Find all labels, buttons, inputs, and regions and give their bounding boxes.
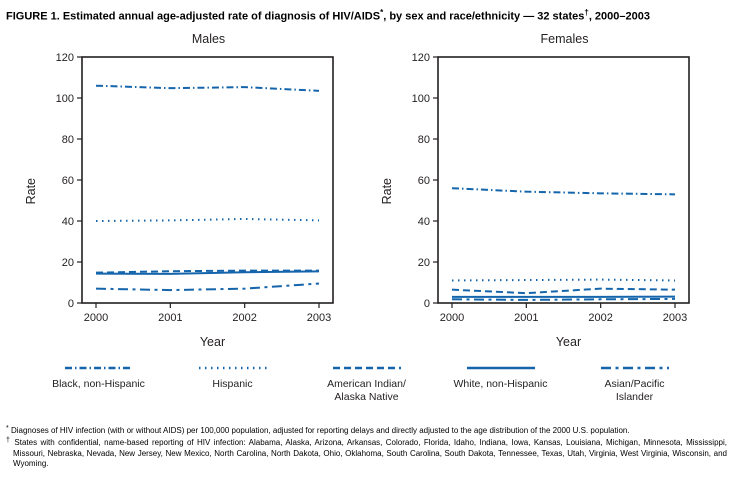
legend-item-american-indian-alaska-native: American Indian/ Alaska Native: [311, 365, 423, 404]
svg-text:2000: 2000: [439, 312, 463, 324]
legend-item-black-non-hispanic: Black, non-Hispanic: [43, 365, 155, 391]
svg-text:100: 100: [411, 93, 429, 105]
footnotes: * Diagnoses of HIV infection (with or wi…: [6, 424, 727, 470]
dashed-line-sample-icon: [332, 366, 401, 370]
legend-label: Hispanic: [212, 377, 253, 390]
longdash-dash-line-sample-icon: [600, 366, 669, 370]
solid-line-sample-icon: [466, 366, 535, 370]
svg-text:40: 40: [417, 216, 429, 228]
legend-label: Asian/Pacific Islander: [604, 377, 665, 403]
legend-item-asian-pacific-islander: Asian/Pacific Islander: [579, 365, 691, 404]
svg-text:20: 20: [417, 257, 429, 269]
svg-text:20: 20: [61, 257, 73, 269]
chart-title-females: Females: [540, 31, 589, 46]
svg-text:2003: 2003: [306, 312, 330, 324]
footnote-marker: †: [6, 437, 12, 445]
legend-label: Black, non-Hispanic: [52, 377, 145, 390]
line-plot-males: 0 20 40 60 80 100 120 2000 2001 2002 2003: [40, 49, 342, 333]
footnote-text: Diagnoses of HIV infection (with or with…: [10, 426, 630, 436]
chart-females: Females Rate 0 20 40 60 80 100 120 2000 2001 2002…: [380, 32, 710, 349]
svg-text:80: 80: [417, 134, 429, 146]
footnote-marker: *: [6, 425, 9, 433]
charts-row: Males Rate 0 20 40 60 80 100 120 2000 2001 2002 20…: [6, 32, 727, 349]
line-plot-females: 0 20 40 60 80 100 120 2000 2001 2002 2003: [396, 49, 698, 333]
chart-title-males: Males: [191, 31, 226, 46]
svg-text:60: 60: [61, 175, 73, 187]
figure-title-text3: , 2000–2003: [588, 10, 650, 23]
svg-text:2002: 2002: [588, 312, 612, 324]
dashdot-line-sample-icon: [64, 366, 133, 370]
svg-text:2000: 2000: [83, 312, 107, 324]
footnote-text: States with confidential, name-based rep…: [13, 438, 727, 469]
figure-title-text2: , by sex and race/ethnicity — 32 states: [383, 10, 585, 23]
y-axis-label-females: Rate: [379, 177, 394, 205]
y-axis-label-males: Rate: [23, 177, 38, 205]
footnote-ref-dagger: †: [584, 8, 589, 17]
chart-males: Males Rate 0 20 40 60 80 100 120 2000 2001 2002 20…: [24, 32, 354, 349]
legend-item-hispanic: Hispanic: [177, 365, 289, 391]
dotted-line-sample-icon: [198, 366, 267, 370]
footnote-asterisk: * Diagnoses of HIV infection (with or wi…: [6, 424, 727, 436]
footnote-ref-asterisk: *: [380, 8, 384, 17]
legend-label: White, non-Hispanic: [453, 377, 548, 390]
svg-text:2001: 2001: [514, 312, 538, 324]
legend-label: American Indian/ Alaska Native: [327, 377, 406, 403]
x-axis-label-females: Year: [555, 334, 582, 349]
svg-text:2003: 2003: [662, 312, 686, 324]
figure-title-text: FIGURE 1. Estimated annual age-adjusted …: [6, 10, 381, 23]
svg-text:100: 100: [55, 93, 73, 105]
svg-text:0: 0: [423, 298, 429, 310]
svg-text:120: 120: [55, 52, 73, 64]
legend: Black, non-Hispanic Hispanic American In…: [6, 365, 727, 404]
figure-title: FIGURE 1. Estimated annual age-adjusted …: [6, 8, 727, 24]
legend-item-white-non-hispanic: White, non-Hispanic: [445, 365, 557, 391]
svg-text:120: 120: [411, 52, 429, 64]
svg-text:40: 40: [61, 216, 73, 228]
svg-text:0: 0: [67, 298, 73, 310]
svg-text:2002: 2002: [232, 312, 256, 324]
footnote-dagger: † States with confidential, name-based r…: [6, 436, 727, 469]
svg-text:60: 60: [417, 175, 429, 187]
x-axis-label-males: Year: [199, 334, 226, 349]
svg-text:2001: 2001: [158, 312, 182, 324]
svg-text:80: 80: [61, 134, 73, 146]
